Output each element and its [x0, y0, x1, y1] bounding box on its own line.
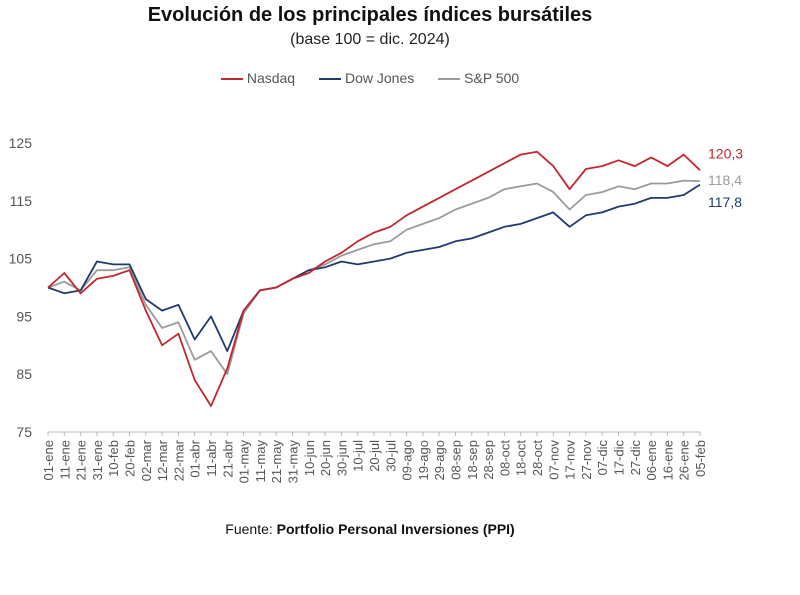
x-tick-label: 01-ene [41, 440, 56, 480]
legend-item-dow-jones: Dow Jones [318, 70, 415, 86]
x-tick-label: 28-oct [530, 440, 545, 477]
x-tick-label: 17-nov [563, 440, 578, 480]
series-line-nasdaq [47, 150, 701, 407]
x-tick-label: 31-may [286, 440, 301, 484]
y-tick-label: 125 [9, 135, 33, 151]
x-tick-label: 05-feb [693, 440, 708, 477]
end-label-s-p-500: 118,4 [708, 172, 742, 188]
source-name: Portfolio Personal Inversiones (PPI) [276, 521, 515, 537]
x-tick-label: 20-jun [318, 440, 333, 476]
y-tick-label: 95 [16, 308, 32, 324]
legend-item-sp500: S&P 500 [438, 70, 519, 86]
x-tick-label: 30-jul [383, 440, 398, 472]
x-tick-label: 26-ene [677, 440, 692, 480]
x-tick-label: 02-mar [139, 439, 154, 481]
x-tick-label: 27-nov [579, 440, 594, 480]
x-tick-label: 30-jun [334, 440, 349, 476]
x-tick-label: 01-may [237, 440, 252, 484]
legend-label-dow-jones: Dow Jones [344, 70, 415, 86]
x-tick-label: 22-mar [171, 439, 186, 481]
legend-item-nasdaq: Nasdaq [220, 70, 296, 86]
x-tick-label: 10-feb [106, 440, 121, 477]
x-tick-label: 01-abr [188, 439, 203, 477]
x-tick-label: 10-jun [302, 440, 317, 476]
legend-label-nasdaq: Nasdaq [246, 70, 296, 86]
x-tick-label: 18-oct [514, 440, 529, 477]
y-tick-label: 115 [10, 193, 33, 209]
source-note: Fuente: Portfolio Personal Inversiones (… [0, 521, 740, 537]
chart-subtitle: (base 100 = dic. 2024) [290, 31, 450, 48]
x-tick-label: 06-ene [644, 440, 659, 480]
source-prefix: Fuente: [225, 521, 277, 537]
series-line-dow-jones [47, 183, 701, 353]
legend-swatch-sp500 [438, 78, 461, 81]
x-tick-label: 20-feb [123, 440, 138, 477]
x-tick-label: 11-abr [204, 439, 219, 476]
x-tick-label: 16-ene [660, 440, 675, 480]
x-tick-label: 29-ago [432, 440, 447, 480]
x-tick-label: 08-sep [449, 440, 464, 480]
legend-swatch-dow-jones [318, 78, 341, 81]
y-tick-label: 85 [16, 366, 32, 382]
end-label-nasdaq: 120,3 [708, 145, 743, 161]
x-tick-label: 21-abr [220, 439, 235, 477]
chart-title: Evolución de los principales índices bur… [147, 4, 593, 26]
x-tick-label: 11-may [253, 440, 268, 483]
x-tick-label: 07-dic [595, 440, 610, 476]
x-tick-label: 21-ene [74, 440, 89, 480]
x-tick-label: 08-oct [497, 440, 512, 477]
y-tick-label: 75 [16, 424, 32, 440]
x-tick-label: 18-sep [465, 440, 480, 480]
x-tick-label: 09-ago [400, 440, 415, 480]
x-tick-label: 19-ago [416, 440, 431, 480]
x-tick-label: 31-ene [90, 440, 105, 480]
x-tick-label: 12-mar [155, 439, 170, 481]
series-line-s-p-500 [47, 179, 701, 376]
x-tick-label: 10-jul [351, 440, 366, 472]
x-tick-label: 20-jul [367, 440, 382, 472]
x-tick-label: 11-ene [57, 440, 72, 480]
chart-legend: Nasdaq Dow Jones S&P 500 [0, 70, 740, 86]
x-tick-label: 27-dic [628, 440, 643, 476]
end-label-dow-jones: 117,8 [708, 194, 742, 210]
x-tick-label: 28-sep [481, 440, 496, 480]
legend-swatch-nasdaq [220, 78, 243, 81]
x-tick-label: 21-may [269, 440, 284, 484]
legend-label-sp500: S&P 500 [464, 70, 520, 86]
x-tick-label: 17-dic [612, 440, 627, 476]
y-tick-label: 105 [9, 251, 33, 267]
x-tick-label: 07-nov [546, 440, 561, 480]
